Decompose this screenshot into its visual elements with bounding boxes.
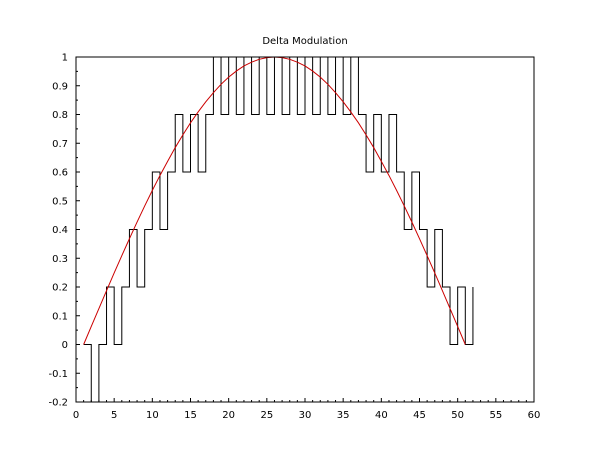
step-series-line [83,56,474,403]
y-tick-label: 0.1 [52,311,68,322]
x-tick-label: 10 [146,410,159,421]
x-tick-label: 50 [451,410,464,421]
x-tick-label: 35 [337,410,350,421]
x-tick-label: 20 [222,410,235,421]
plot-frame [75,56,535,403]
x-tick-label: 40 [375,410,388,421]
plot-area [83,56,474,403]
x-tick-label: 5 [111,410,117,421]
y-tick-label: 0.3 [52,254,68,265]
axis-ticks: 0 5 10 15 20 25 30 35 40 45 50 55 60 -0.2 -0.1 0 0.1 0.2 0… [48,53,540,422]
y-tick-label: 0 [62,340,68,351]
y-tick-label: 0.7 [52,139,68,150]
y-tick-label: 1 [62,53,68,64]
y-tick-label: 0.6 [52,168,68,179]
y-tick-label: 0.8 [52,110,68,121]
y-tick-label: -0.2 [48,398,68,409]
x-tick-label: 45 [413,410,426,421]
chart-title: Delta Modulation [262,36,347,47]
x-tick-label: 15 [184,410,197,421]
x-tick-label: 60 [528,410,541,421]
y-tick-label: 0.9 [52,81,68,92]
y-tick-label: -0.1 [48,369,68,380]
x-tick-label: 55 [489,410,502,421]
y-tick-label: 0.2 [52,283,68,294]
y-tick-label: 0.5 [52,196,68,207]
x-tick-label: 25 [260,410,273,421]
x-tick-label: 30 [299,410,312,421]
y-tick-label: 0.4 [52,225,68,236]
x-tick-label: 0 [73,410,79,421]
